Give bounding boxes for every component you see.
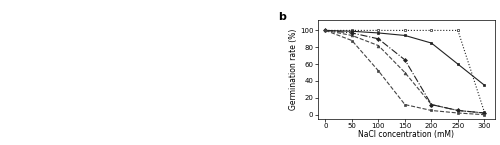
C24 [376, 32, 382, 34]
IR29 [376, 70, 382, 72]
IR29 [428, 110, 434, 111]
C24 [482, 84, 488, 86]
IR29 [482, 114, 488, 116]
IR29 [322, 30, 328, 31]
Nona Bokra [322, 30, 328, 31]
Line: Nona Bokra: Nona Bokra [324, 29, 486, 114]
IR29 [455, 112, 461, 114]
HG1 [402, 72, 408, 73]
HG1 [455, 110, 461, 111]
Nona Bokra [428, 104, 434, 105]
Text: b: b [278, 12, 286, 22]
C34 [349, 30, 355, 31]
C24 [455, 63, 461, 65]
Nona Bokra [482, 112, 488, 114]
C24 [402, 35, 408, 36]
HG1 [428, 104, 434, 105]
C34 [376, 30, 382, 31]
IR29 [349, 40, 355, 41]
HG1 [482, 112, 488, 114]
HG1 [349, 35, 355, 36]
Nona Bokra [402, 59, 408, 61]
Line: C34: C34 [324, 29, 486, 114]
C34 [455, 30, 461, 31]
C24 [349, 30, 355, 32]
C24 [428, 42, 434, 44]
C34 [428, 30, 434, 31]
Line: HG1: HG1 [324, 29, 486, 114]
X-axis label: NaCl concentration (mM): NaCl concentration (mM) [358, 130, 454, 139]
C34 [322, 30, 328, 31]
Nona Bokra [376, 38, 382, 40]
Text: a: a [3, 4, 10, 14]
C34 [402, 30, 408, 31]
C34 [482, 111, 488, 113]
IR29 [402, 104, 408, 105]
Nona Bokra [349, 32, 355, 34]
Line: C24: C24 [324, 29, 486, 87]
C24 [322, 30, 328, 31]
Line: IR29: IR29 [324, 29, 486, 116]
Nona Bokra [455, 110, 461, 111]
HG1 [322, 30, 328, 31]
Y-axis label: Germination rate (%): Germination rate (%) [290, 29, 298, 110]
HG1 [376, 45, 382, 46]
